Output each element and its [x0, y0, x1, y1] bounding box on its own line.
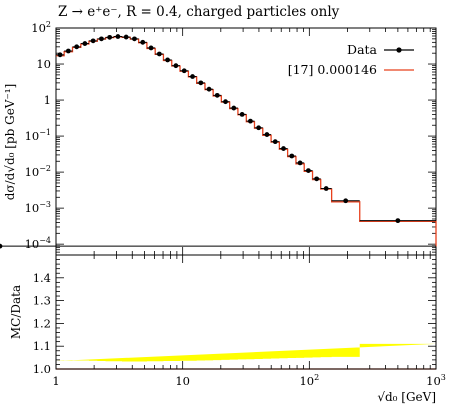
ratio-panel-frame: [55, 254, 437, 370]
data-point-24: [254, 125, 263, 131]
data-point-29: [295, 160, 305, 166]
data-point-30: [304, 168, 313, 174]
legend-label-mc: [17] 0.000146: [288, 62, 377, 77]
ratio-y-tick-label-1: 1.1: [33, 339, 51, 353]
data-point-22: [237, 111, 247, 117]
data-point-35: [0, 243, 436, 249]
data-point-20: [221, 99, 230, 105]
y-tick-label-2: 1: [44, 93, 51, 107]
data-point-1: [64, 48, 73, 54]
x-tick-label-0: 1: [52, 374, 59, 388]
y-tick-label-1: 10: [36, 57, 51, 71]
data-point-2: [72, 44, 81, 50]
x-tick-label-2: 102: [299, 373, 319, 388]
data-point-15: [180, 68, 189, 74]
y-tick-label-6: 10−4: [25, 236, 51, 251]
svg-text:MC/Data: MC/Data: [9, 285, 23, 339]
data-point-33: [331, 198, 360, 204]
ratio-band: [56, 343, 436, 370]
data-point-0: [56, 52, 65, 58]
main-ticks: [55, 27, 436, 256]
ratio-panel: 1.0 1.1 1.2 1.3 1.4: [33, 254, 437, 376]
data-point-3: [80, 41, 89, 46]
data-point-13: [163, 57, 172, 63]
data-point-32: [320, 186, 332, 191]
legend-marker-data: [396, 47, 402, 53]
data-point-19: [213, 92, 222, 98]
x-tick-labels: 1 10 102 103: [52, 373, 446, 388]
y-tick-label-5: 10−3: [25, 200, 51, 215]
legend: Data [17] 0.000146: [288, 42, 414, 77]
mc-step-line: [56, 36, 437, 247]
y-tick-label-4: 10−2: [25, 164, 51, 179]
data-point-26: [271, 139, 280, 145]
data-point-8: [122, 34, 131, 40]
data-point-18: [204, 86, 214, 92]
ratio-band-area: [56, 343, 436, 362]
y-tick-label-0: 102: [31, 20, 51, 35]
data-point-11: [146, 45, 156, 51]
svg-text:dσ/d√d₀ [pb GeV⁻¹]: dσ/d√d₀ [pb GeV⁻¹]: [3, 84, 17, 201]
main-tick-labels: 102 10 1 10−1 10−2 10−3 10−4: [25, 20, 51, 251]
data-point-5: [97, 36, 106, 42]
data-point-7: [113, 34, 123, 39]
ratio-y-tick-label-3: 1.3: [33, 294, 51, 308]
data-point-10: [138, 39, 147, 45]
data-series: [0, 34, 436, 249]
data-point-23: [246, 118, 255, 124]
main-panel: 102 10 1 10−1 10−2 10−3 10−4: [0, 20, 437, 256]
data-point-27: [279, 146, 288, 151]
chart-title: Z → e⁺e⁻, R = 0.4, charged particles onl…: [58, 4, 340, 20]
y-axis-label-main: dσ/d√d₀ [pb GeV⁻¹]: [3, 84, 17, 201]
data-point-4: [88, 38, 98, 44]
data-point-21: [229, 105, 238, 111]
data-point-17: [196, 80, 205, 86]
data-point-34: [359, 218, 436, 224]
legend-label-data: Data: [347, 42, 377, 57]
data-point-12: [155, 51, 164, 57]
data-point-28: [287, 153, 296, 159]
data-point-16: [188, 74, 197, 79]
ratio-y-tick-label-0: 1.0: [33, 362, 51, 376]
x-tick-label-1: 10: [175, 374, 190, 388]
x-axis-label: √d₀ [GeV]: [377, 390, 436, 404]
ratio-y-tick-label-4: 1.4: [33, 271, 51, 285]
data-point-25: [262, 132, 272, 137]
y-axis-label-ratio: MC/Data: [9, 285, 23, 339]
data-point-14: [171, 63, 181, 69]
y-tick-label-3: 10−1: [25, 128, 51, 143]
mc-series: [56, 36, 437, 247]
ratio-tick-labels: 1.0 1.1 1.2 1.3 1.4: [33, 271, 51, 376]
ratio-y-tick-label-2: 1.2: [33, 316, 51, 330]
ratio-ticks: [55, 254, 436, 370]
data-point-31: [312, 176, 321, 182]
data-point-6: [105, 34, 114, 40]
data-point-9: [130, 36, 139, 42]
x-tick-label-3: 103: [426, 373, 446, 388]
